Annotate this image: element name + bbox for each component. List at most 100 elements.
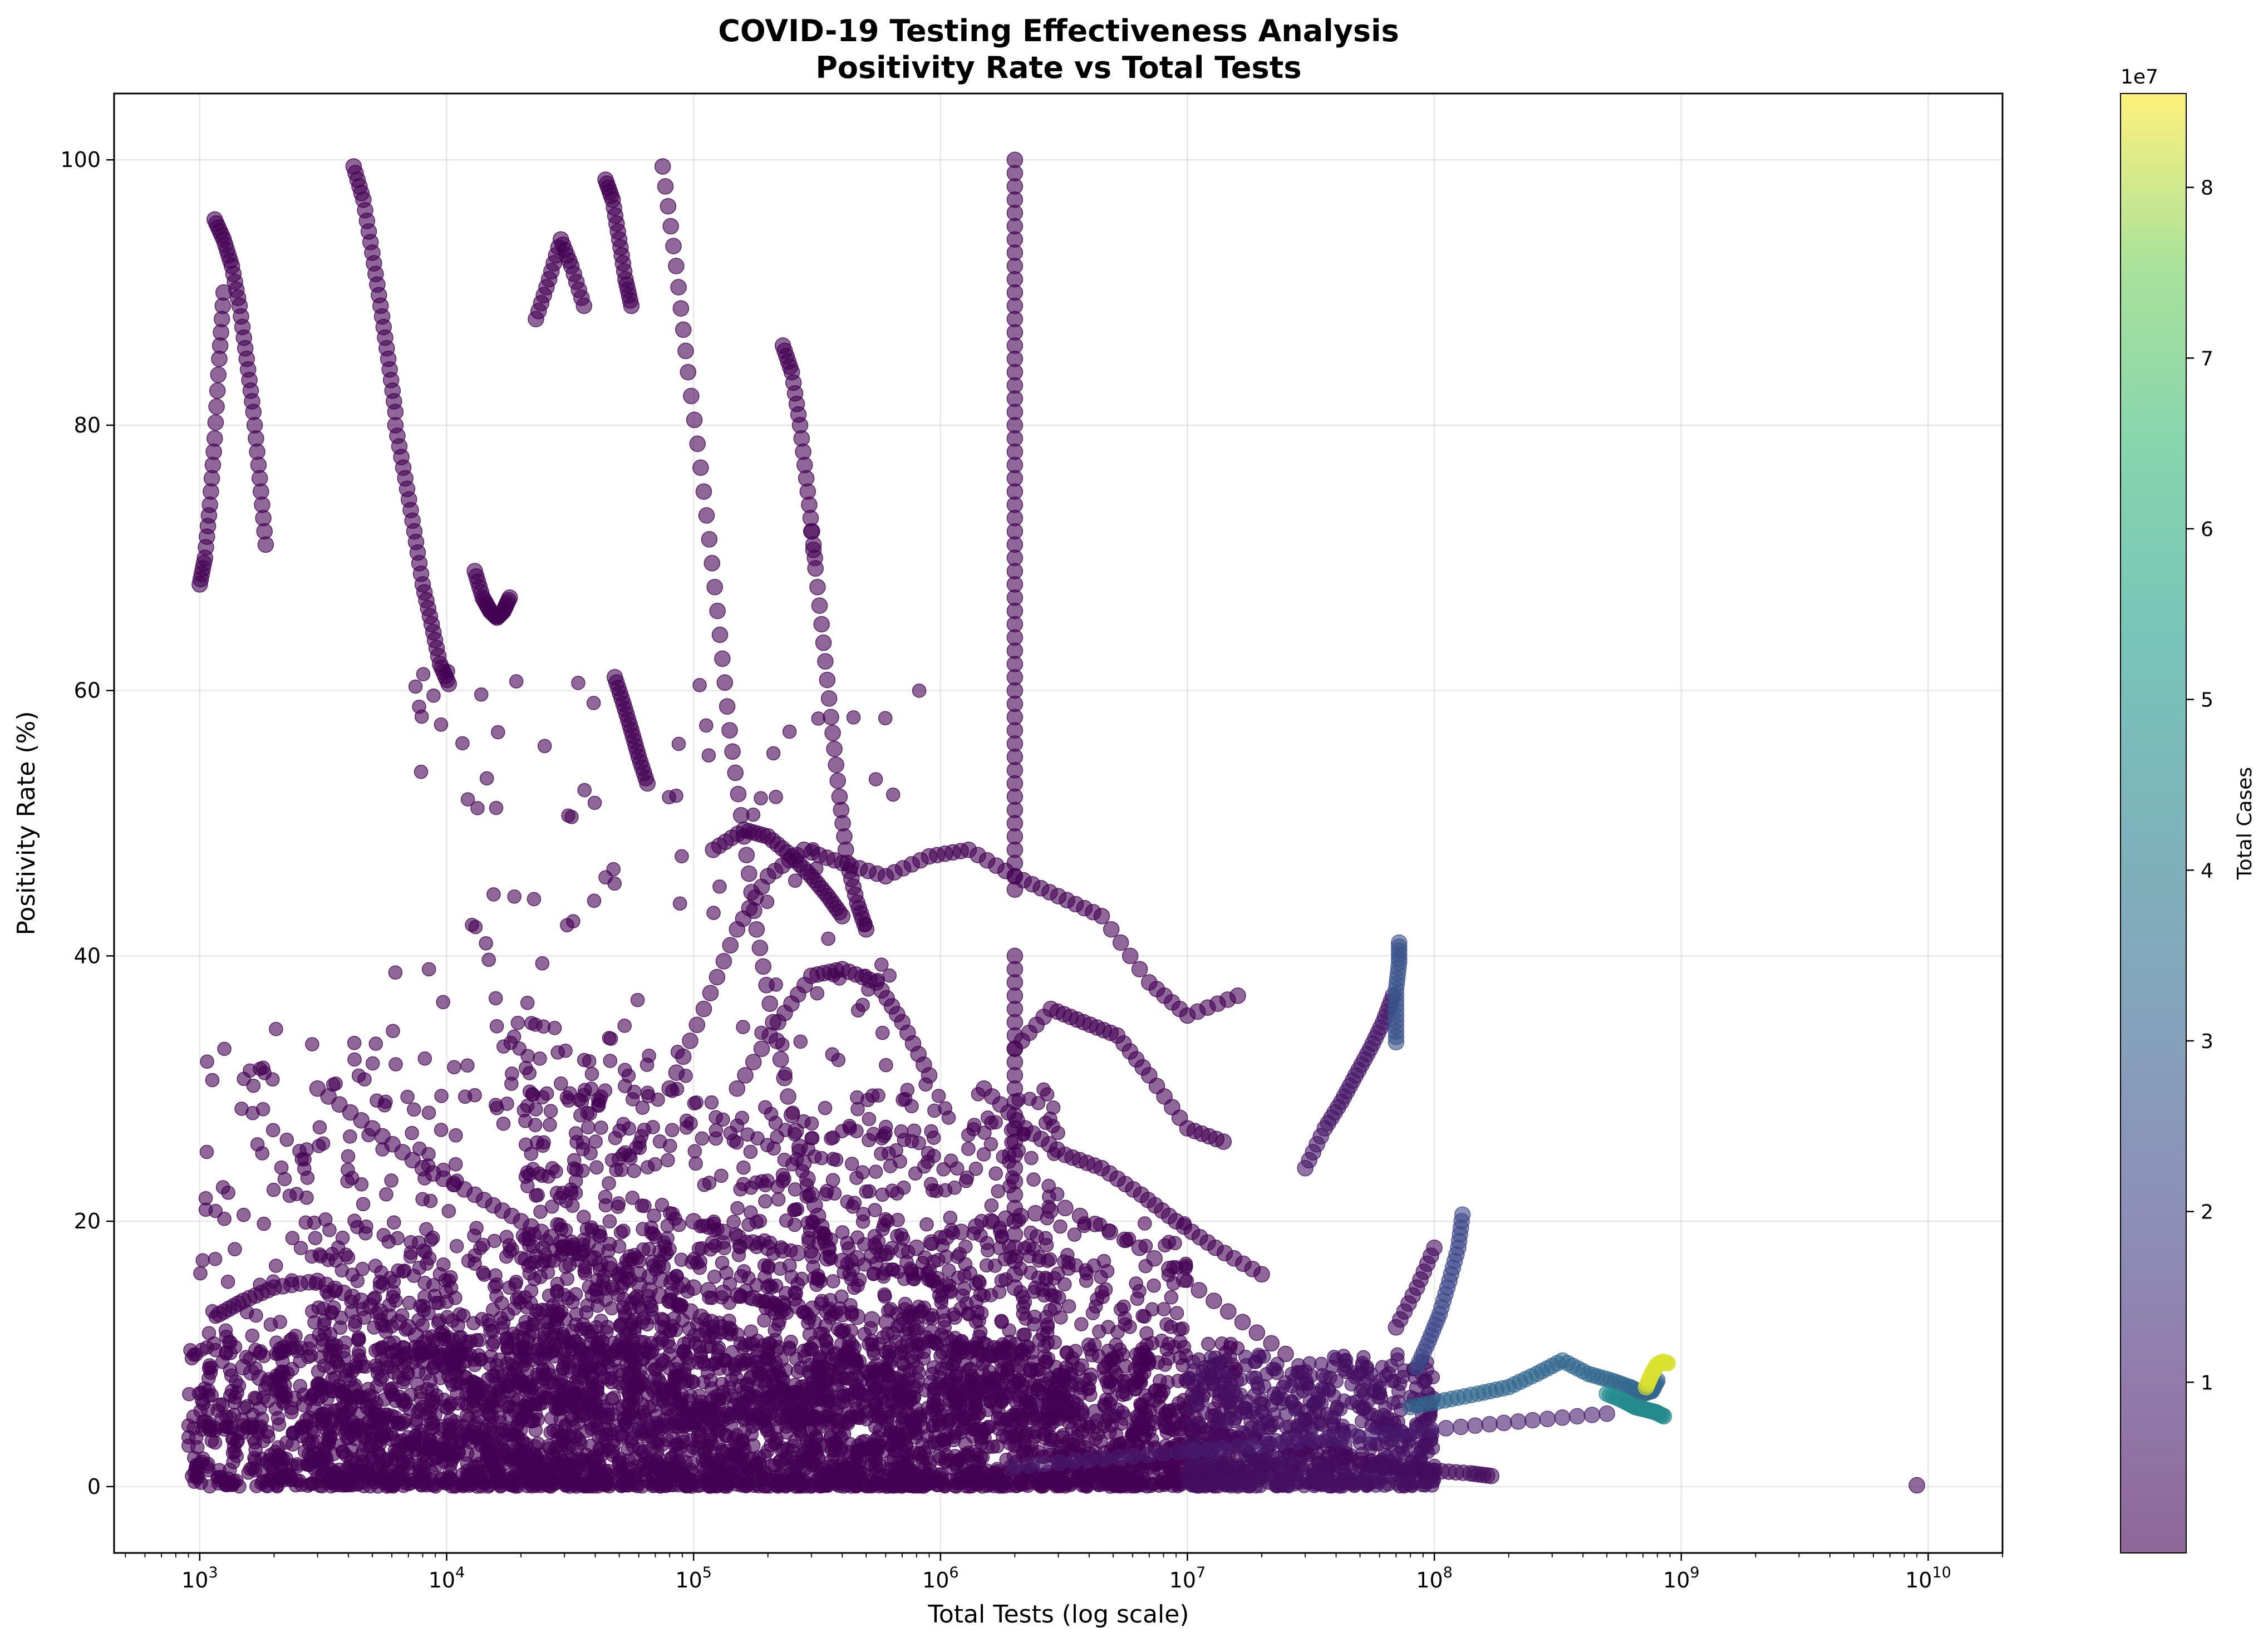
data-point	[773, 1261, 788, 1276]
data-point	[888, 1443, 903, 1458]
data-point	[655, 1197, 670, 1212]
data-point	[919, 1217, 934, 1232]
data-point	[619, 1358, 633, 1372]
data-point	[622, 1341, 636, 1355]
data-point	[970, 1304, 985, 1319]
data-point	[954, 1468, 968, 1482]
data-point	[897, 1271, 912, 1286]
data-point	[1098, 1282, 1113, 1297]
data-point	[645, 1254, 660, 1269]
data-point	[263, 1317, 278, 1332]
data-point	[661, 1153, 675, 1168]
data-point	[943, 1285, 958, 1299]
data-point	[897, 1427, 912, 1442]
data-point	[217, 1041, 232, 1056]
data-point	[693, 1394, 709, 1409]
data-point	[468, 1256, 482, 1271]
data-point	[260, 1394, 275, 1408]
data-point	[1022, 1238, 1036, 1253]
data-point	[872, 1362, 886, 1376]
data-point	[212, 1397, 227, 1412]
data-point	[826, 1274, 840, 1289]
data-point	[349, 1455, 363, 1470]
data-point	[811, 1359, 826, 1374]
data-point	[520, 1479, 535, 1493]
data-point	[762, 1336, 776, 1351]
data-point	[847, 1196, 862, 1210]
data-point	[1044, 1412, 1059, 1426]
data-point	[193, 1266, 208, 1281]
data-point	[316, 1136, 331, 1151]
data-point	[419, 1222, 434, 1237]
data-point	[958, 1239, 973, 1254]
data-point	[705, 1235, 720, 1250]
data-point	[703, 1373, 718, 1388]
data-point	[645, 1381, 659, 1395]
data-point	[965, 1369, 979, 1384]
data-point	[687, 1251, 701, 1266]
data-point	[1169, 1306, 1184, 1320]
data-point	[201, 1463, 216, 1478]
data-point	[298, 1215, 313, 1230]
data-point	[250, 1137, 265, 1152]
data-point	[890, 1228, 904, 1243]
data-point	[487, 1425, 501, 1440]
data-point	[621, 1478, 636, 1492]
data-point	[808, 1441, 822, 1456]
data-point	[191, 1386, 206, 1401]
data-point	[695, 1440, 709, 1455]
data-point	[591, 1097, 606, 1112]
data-point	[862, 1184, 877, 1199]
data-point	[1068, 1344, 1083, 1358]
data-point	[642, 1242, 656, 1256]
data-point	[888, 1403, 903, 1417]
data-point	[884, 1353, 898, 1367]
data-point	[714, 1470, 729, 1484]
data-point	[529, 1303, 544, 1318]
data-point	[1072, 1438, 1086, 1453]
data-point	[581, 1120, 596, 1134]
data-point	[569, 1400, 584, 1415]
data-point	[984, 1198, 999, 1213]
data-point	[778, 1384, 793, 1399]
data-point	[1042, 1189, 1056, 1204]
data-point	[990, 1439, 1005, 1454]
data-point	[198, 1414, 213, 1429]
data-point	[208, 1435, 223, 1450]
data-point	[318, 1212, 333, 1227]
data-point	[789, 1286, 803, 1301]
data-point	[558, 1260, 573, 1274]
data-point	[883, 1159, 898, 1173]
data-point	[926, 1130, 941, 1145]
data-point	[415, 1192, 430, 1207]
data-point	[440, 1400, 455, 1415]
data-point	[782, 1340, 797, 1355]
data-point	[583, 1397, 598, 1411]
data-point	[931, 1252, 946, 1267]
data-point	[992, 1241, 1007, 1256]
data-point	[1047, 1271, 1062, 1286]
data-point	[894, 1124, 909, 1139]
data-point	[795, 1476, 810, 1491]
data-point	[695, 1354, 710, 1369]
data-point	[331, 1358, 346, 1373]
data-point	[626, 1392, 640, 1407]
data-point	[689, 1095, 704, 1110]
data-point	[850, 1278, 865, 1293]
data-point	[337, 1387, 352, 1402]
data-point	[328, 1370, 343, 1385]
data-point	[702, 1176, 717, 1190]
data-point	[276, 1452, 291, 1467]
data-point	[974, 1430, 988, 1445]
data-point	[849, 1171, 864, 1185]
data-point	[834, 1289, 849, 1304]
data-point	[988, 1166, 1003, 1181]
data-point	[1096, 1361, 1111, 1375]
data-point	[257, 1216, 271, 1231]
data-point	[1070, 1470, 1085, 1484]
data-points	[181, 151, 1925, 1494]
data-point	[1158, 1357, 1172, 1372]
data-point	[421, 1105, 436, 1120]
data-point	[299, 1142, 314, 1157]
data-point	[988, 1258, 1002, 1273]
